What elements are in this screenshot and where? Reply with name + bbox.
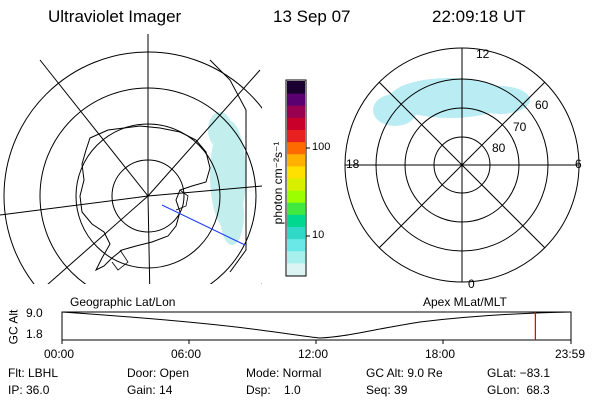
x-tick-1200: 12:00 [298,347,329,361]
colorbar-segment [287,226,305,240]
colorbar-segment [287,117,305,130]
x-tick-2359: 23:59 [555,347,586,361]
status-gain: Gain: 14 [127,383,173,397]
coast-detail [111,189,189,271]
status-seq: Seq: 39 [366,383,408,397]
status-filter: Flt: LBHL [8,366,59,380]
status-gc-alt: GC Alt: 9.0 Re [366,366,443,380]
mlt-label-0: 0 [468,277,475,291]
left-aurora [208,112,246,245]
geographic-label: Geographic Lat/Lon [70,295,176,309]
colorbar-segment [287,190,305,203]
altitude-curve [61,311,572,339]
colorbar-tick-100: 100 [312,141,331,153]
altitude-timeline [61,311,572,344]
mlt-label-12: 12 [476,47,490,61]
status-glat: GLat: −83.1 [487,366,551,380]
colorbar-tick-10: 10 [312,229,325,241]
colorbar-segment [287,93,305,106]
colorbar-unit-label: photon cm⁻²s⁻¹ [271,141,285,225]
mlat-label-80: 80 [492,141,506,155]
colorbar-segment [287,214,305,227]
right-aurora [373,78,530,126]
app-title: Ultraviolet Imager [48,7,182,26]
geographic-map [0,34,262,284]
status-ip: IP: 36.0 [8,383,50,397]
mlt-label-18: 18 [346,157,360,171]
colorbar-segment [287,105,305,118]
status-dsp: Dsp: 1.0 [246,383,301,397]
x-tick-0600: 06:00 [171,347,202,361]
color-bar [285,79,310,277]
colorbar-segment [287,262,305,276]
colorbar-segment [287,250,305,264]
x-tick-1800: 18:00 [425,347,456,361]
x-tick-0000: 00:00 [44,347,75,361]
colorbar-segment [287,238,305,252]
colorbar-segment [287,141,305,155]
y-tick-low: 1.8 [26,327,43,341]
colorbar-segment [287,165,305,179]
magnetic-polar-plot [344,47,580,283]
mlt-label-6: 6 [575,157,582,171]
colorbar-segment [287,81,305,94]
date-label: 13 Sep 07 [273,7,351,26]
antarctica-coast [79,125,211,272]
gc-alt-axis-label: GC Alt [6,309,21,345]
apex-label: Apex MLat/MLT [423,295,507,309]
status-glon: GLon: 68.3 [487,383,550,397]
colorbar-segment [287,153,305,167]
colorbar-segment [287,178,305,191]
time-label: 22:09:18 UT [432,7,526,26]
mlat-label-60: 60 [535,98,549,112]
status-mode: Mode: Normal [246,366,322,380]
colorbar-segment [287,129,305,143]
colorbar-segment [287,202,305,215]
mlat-label-70: 70 [513,120,527,134]
y-tick-high: 9.0 [26,306,43,320]
status-door: Door: Open [127,366,190,380]
